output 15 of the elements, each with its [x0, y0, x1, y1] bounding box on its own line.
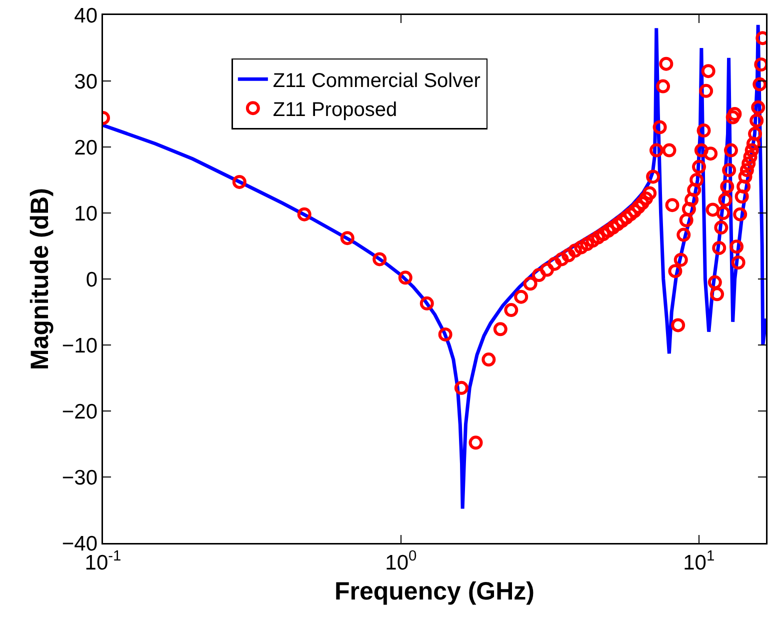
- y-tick-label: −40: [62, 532, 98, 556]
- y-tick-label: 20: [74, 136, 98, 160]
- y-tick-label: 10: [74, 202, 98, 226]
- legend-label: Z11 Proposed: [272, 98, 398, 121]
- y-tick-label: −10: [62, 334, 98, 358]
- y-axis-title: Magnitude (dB): [26, 188, 54, 370]
- x-tick-label: 10$^{1}$: [683, 548, 715, 574]
- legend-label: Z11 Commercial Solver: [272, 70, 481, 92]
- y-tick-label: −20: [62, 400, 98, 424]
- y-tick-label: 0: [86, 268, 98, 292]
- x-axis-title: Frequency (GHz): [334, 577, 535, 606]
- y-tick-label: 30: [74, 70, 98, 94]
- x-tick-label: 10$^{0}$: [385, 548, 417, 574]
- y-tick-label: 40: [74, 4, 98, 28]
- y-tick-label: −30: [62, 466, 98, 490]
